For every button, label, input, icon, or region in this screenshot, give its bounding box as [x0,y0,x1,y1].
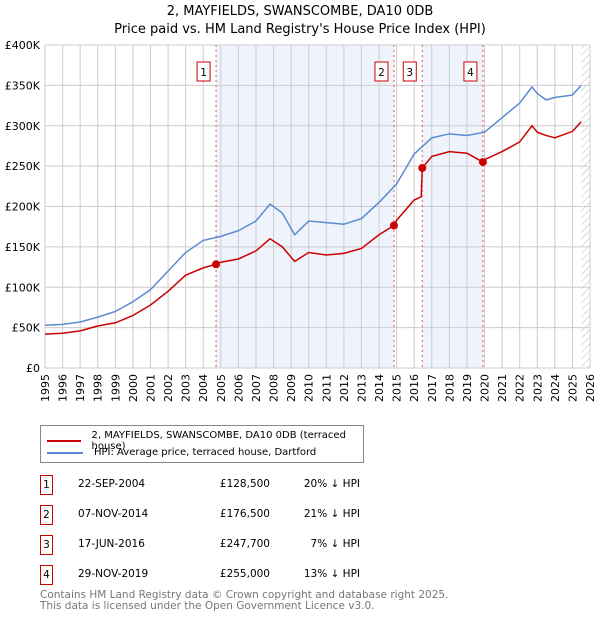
x-tick-label: 2012 [338,374,351,402]
sale-badge: 1 [40,475,53,495]
y-tick-label: £100K [5,281,41,294]
x-tick-label: 2002 [162,374,175,402]
sale-marker-badge [463,61,478,82]
sale-hpi-diff: 13% ↓ HPI [303,568,360,580]
x-tick-label: 2005 [215,374,228,402]
x-tick-label: 2024 [549,374,562,402]
sale-point [212,260,221,269]
y-tick-label: £50K [12,322,41,335]
x-tick-label: 2004 [197,374,210,402]
x-tick-label: 2023 [531,374,544,402]
sale-marker-number: 2 [378,67,385,79]
x-tick-label: 2022 [514,374,527,402]
legend-swatch-price [47,440,81,442]
y-tick-label: £200K [5,201,41,214]
y-tick-label: £250K [5,160,41,173]
legend-label-hpi: HPI: Average price, terraced house, Dart… [94,447,317,458]
sale-date: 22-SEP-2004 [78,478,146,490]
y-tick-label: £350K [5,79,41,92]
sale-date: 07-NOV-2014 [78,508,149,520]
footer: Contains HM Land Registry data © Crown c… [40,590,448,612]
footer-line-2: This data is licensed under the Open Gov… [40,600,375,612]
sale-badge: 3 [40,535,53,555]
chart-area: 1995 1996 1997 1998 1999 2000 2001 2002 2003 2004… [5,39,597,402]
x-tick-label: 2007 [250,374,263,402]
sale-point [389,221,398,230]
sale-marker-number: 1 [200,67,207,79]
sale-badge: 2 [40,505,53,525]
x-tick-label: 2015 [391,374,404,402]
sale-date: 17-JUN-2016 [78,538,145,550]
legend: 2, MAYFIELDS, SWANSCOMBE, DA10 0DB (terr… [40,425,364,463]
sale-date: 29-NOV-2019 [78,568,149,580]
x-tick-label: 2011 [320,374,333,402]
footer-line-1: Contains HM Land Registry data © Crown c… [40,589,449,601]
x-tick-label: 2000 [127,374,140,402]
x-tick-label: 2025 [566,374,579,402]
y-tick-label: £300K [5,120,41,133]
sale-point [478,158,487,167]
x-tick-label: 2001 [144,374,157,402]
x-tick-label: 2006 [232,374,245,402]
sale-marker-number: 4 [467,67,474,79]
chart-subtitle: Price paid vs. HM Land Registry's House … [114,22,486,37]
x-tick-label: 2026 [584,374,597,402]
sale-price: £176,500 [219,508,270,520]
sale-price: £128,500 [219,478,270,490]
sale-hpi-diff: 21% ↓ HPI [303,508,360,520]
x-tick-label: 1997 [74,374,87,402]
sale-price: £255,000 [219,568,270,580]
y-tick-label: £400K [5,39,41,52]
sale-marker-badge [374,61,389,82]
x-tick-label: 2019 [461,374,474,402]
sale-marker-badge [196,61,211,82]
y-tick-label: £150K [5,241,41,254]
sale-hpi-diff: 20% ↓ HPI [303,478,360,490]
x-tick-label: 2013 [355,374,368,402]
x-tick-label: 2003 [180,374,193,402]
sale-point [418,163,427,172]
legend-label-price: 2, MAYFIELDS, SWANSCOMBE, DA10 0DB (terr… [91,430,346,452]
x-tick-label: 1995 [39,374,52,402]
x-tick-label: 2008 [268,374,281,402]
legend-swatch-hpi [47,451,83,454]
x-tick-label: 2014 [373,374,386,402]
x-tick-label: 2016 [408,374,421,402]
x-tick-label: 1996 [57,374,70,402]
x-tick-label: 2009 [285,374,298,402]
x-tick-label: 2010 [303,374,316,402]
sale-price: £247,700 [219,538,270,550]
x-tick-label: 2017 [426,374,439,402]
sale-marker-badge [402,61,417,82]
series-line [44,84,582,326]
sale-marker-number: 3 [406,67,413,79]
x-tick-label: 2018 [443,374,456,402]
sale-hpi-diff: 7% ↓ HPI [310,538,360,550]
sale-badge: 4 [40,565,53,585]
series-line [44,121,582,335]
chart-title: 2, MAYFIELDS, SWANSCOMBE, DA10 0DB [166,4,434,19]
x-tick-label: 1999 [109,374,122,402]
x-tick-label: 2021 [496,374,509,402]
x-tick-label: 1998 [92,374,105,402]
y-tick-label: £0 [26,362,40,375]
x-tick-label: 2020 [479,374,492,402]
